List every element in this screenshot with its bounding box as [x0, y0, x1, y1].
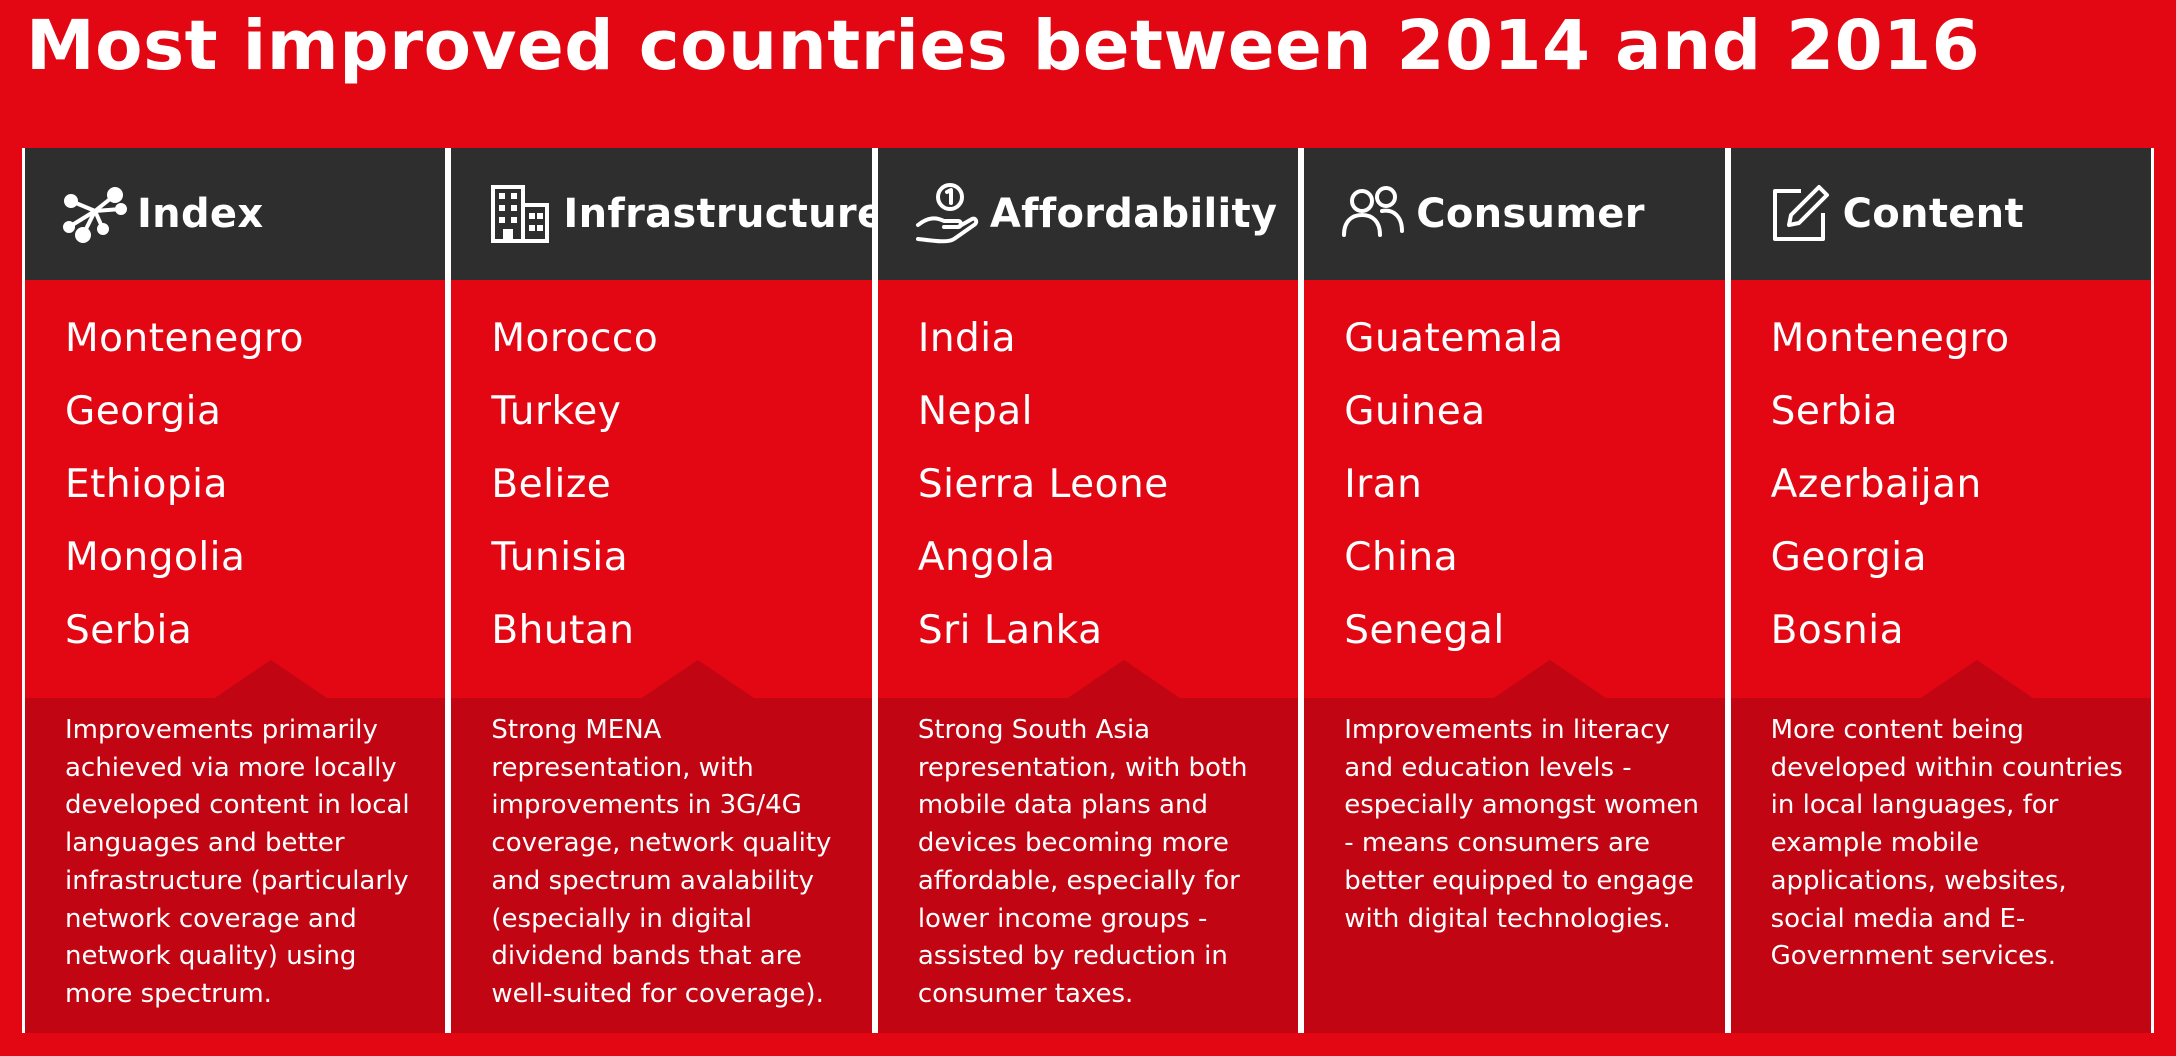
description-text: Strong South Asia representation, with b…: [917, 715, 1248, 1009]
pointer-notch: [641, 660, 754, 698]
column-header: Infrastructure: [451, 148, 872, 280]
pointer-notch: [1494, 660, 1607, 698]
country-item: Nepal: [917, 389, 1033, 434]
pointer-notch: [1920, 660, 2033, 698]
country-item: Georgia: [65, 389, 222, 434]
country-list: Montenegro Serbia Azerbaijan Georgia Bos…: [1731, 280, 2151, 698]
country-item: Montenegro: [65, 316, 305, 361]
column-index: Index Montenegro Georgia Ethiopia Mongol…: [25, 148, 446, 1033]
column-content: Content Montenegro Serbia Azerbaijan Geo…: [1730, 148, 2152, 1033]
description-panel: More content being developed within coun…: [1730, 698, 2152, 1033]
column-header: Content: [1730, 148, 2152, 280]
description-panel: Strong MENA representation, with improve…: [451, 698, 872, 1033]
country-item: India: [917, 316, 1017, 361]
page-title: Most improved countries between 2014 and…: [26, 6, 1981, 86]
country-item: Sierra Leone: [917, 462, 1169, 507]
country-item: Tunisia: [491, 535, 629, 580]
description-text: More content being developed within coun…: [1770, 715, 2123, 972]
description-text: Strong MENA representation, with improve…: [491, 715, 832, 1009]
building-icon: [487, 181, 553, 247]
column-consumer: Consumer Guatemala Guinea Iran China Sen…: [1304, 148, 1725, 1033]
column-affordability: Affordability India Nepal Sierra Leone A…: [877, 148, 1299, 1033]
column-title: Index: [137, 191, 264, 237]
column-header: Affordability: [877, 148, 1299, 280]
column-header: Index: [25, 148, 446, 280]
country-item: China: [1344, 535, 1459, 580]
column-title: Consumer: [1416, 191, 1645, 237]
description-text: Improvements primarily achieved via more…: [65, 715, 410, 1009]
country-item: Serbia: [1770, 389, 1898, 434]
country-list: India Nepal Sierra Leone Angola Sri Lank…: [878, 280, 1298, 698]
country-item: Turkey: [491, 389, 622, 434]
pointer-notch: [1067, 660, 1180, 698]
country-item: Guinea: [1344, 389, 1486, 434]
column-title: Infrastructure: [563, 191, 872, 237]
edit-icon: [1767, 181, 1833, 247]
country-item: Georgia: [1770, 535, 1928, 580]
description-panel: Strong South Asia representation, with b…: [877, 698, 1299, 1033]
country-item: Sri Lanka: [917, 608, 1103, 653]
column-title: Affordability: [989, 191, 1278, 237]
country-item: Bhutan: [491, 608, 635, 653]
country-item: Mongolia: [65, 535, 246, 580]
country-item: Serbia: [65, 608, 193, 653]
column-header: Consumer: [1304, 148, 1725, 280]
country-item: Senegal: [1344, 608, 1505, 653]
country-item: Iran: [1344, 462, 1423, 507]
country-item: Bosnia: [1770, 608, 1905, 653]
country-list: Guatemala Guinea Iran China Senegal: [1304, 280, 1724, 698]
country-item: Guatemala: [1344, 316, 1564, 361]
network-icon: [61, 181, 127, 247]
users-icon: [1340, 181, 1406, 247]
country-list: Morocco Turkey Belize Tunisia Bhutan: [451, 280, 871, 698]
country-item: Morocco: [491, 316, 659, 361]
country-item: Azerbaijan: [1770, 462, 1982, 507]
column-title: Content: [1842, 191, 2024, 237]
description-text: Improvements in literacy and education l…: [1344, 715, 1699, 934]
category-grid: Index Montenegro Georgia Ethiopia Mongol…: [22, 148, 2154, 1033]
country-item: Angola: [917, 535, 1056, 580]
country-list: Montenegro Georgia Ethiopia Mongolia Ser…: [25, 280, 445, 698]
description-panel: Improvements primarily achieved via more…: [25, 698, 446, 1033]
description-panel: Improvements in literacy and education l…: [1304, 698, 1725, 1033]
country-item: Montenegro: [1770, 316, 2010, 361]
country-item: Belize: [491, 462, 612, 507]
column-infrastructure: Infrastructure Morocco Turkey Belize Tun…: [451, 148, 872, 1033]
coin-hand-icon: [914, 181, 980, 247]
country-item: Ethiopia: [65, 462, 228, 507]
pointer-notch: [215, 660, 328, 698]
